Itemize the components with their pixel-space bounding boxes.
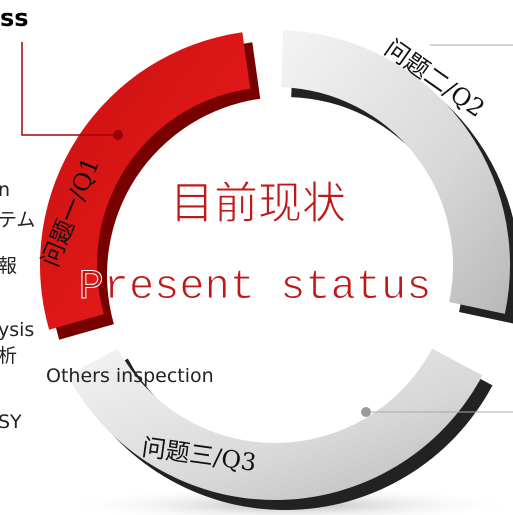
center-subtitle: Present status [79, 263, 432, 311]
side-label: ysis [0, 319, 34, 341]
side-label: Others inspection [46, 365, 214, 387]
side-label: SY [0, 411, 22, 433]
connector-dot [361, 407, 371, 417]
connector-dot [113, 130, 123, 140]
diagram: ss n テム 報 ysis 析 Others inspection SY 问题… [0, 0, 513, 515]
center-title: 目前现状 [170, 178, 346, 229]
side-label: テム [0, 209, 35, 231]
side-label: 析 [0, 345, 17, 367]
side-label: n [0, 179, 10, 201]
side-label: 報 [0, 255, 17, 277]
header-title: ss [0, 4, 29, 32]
